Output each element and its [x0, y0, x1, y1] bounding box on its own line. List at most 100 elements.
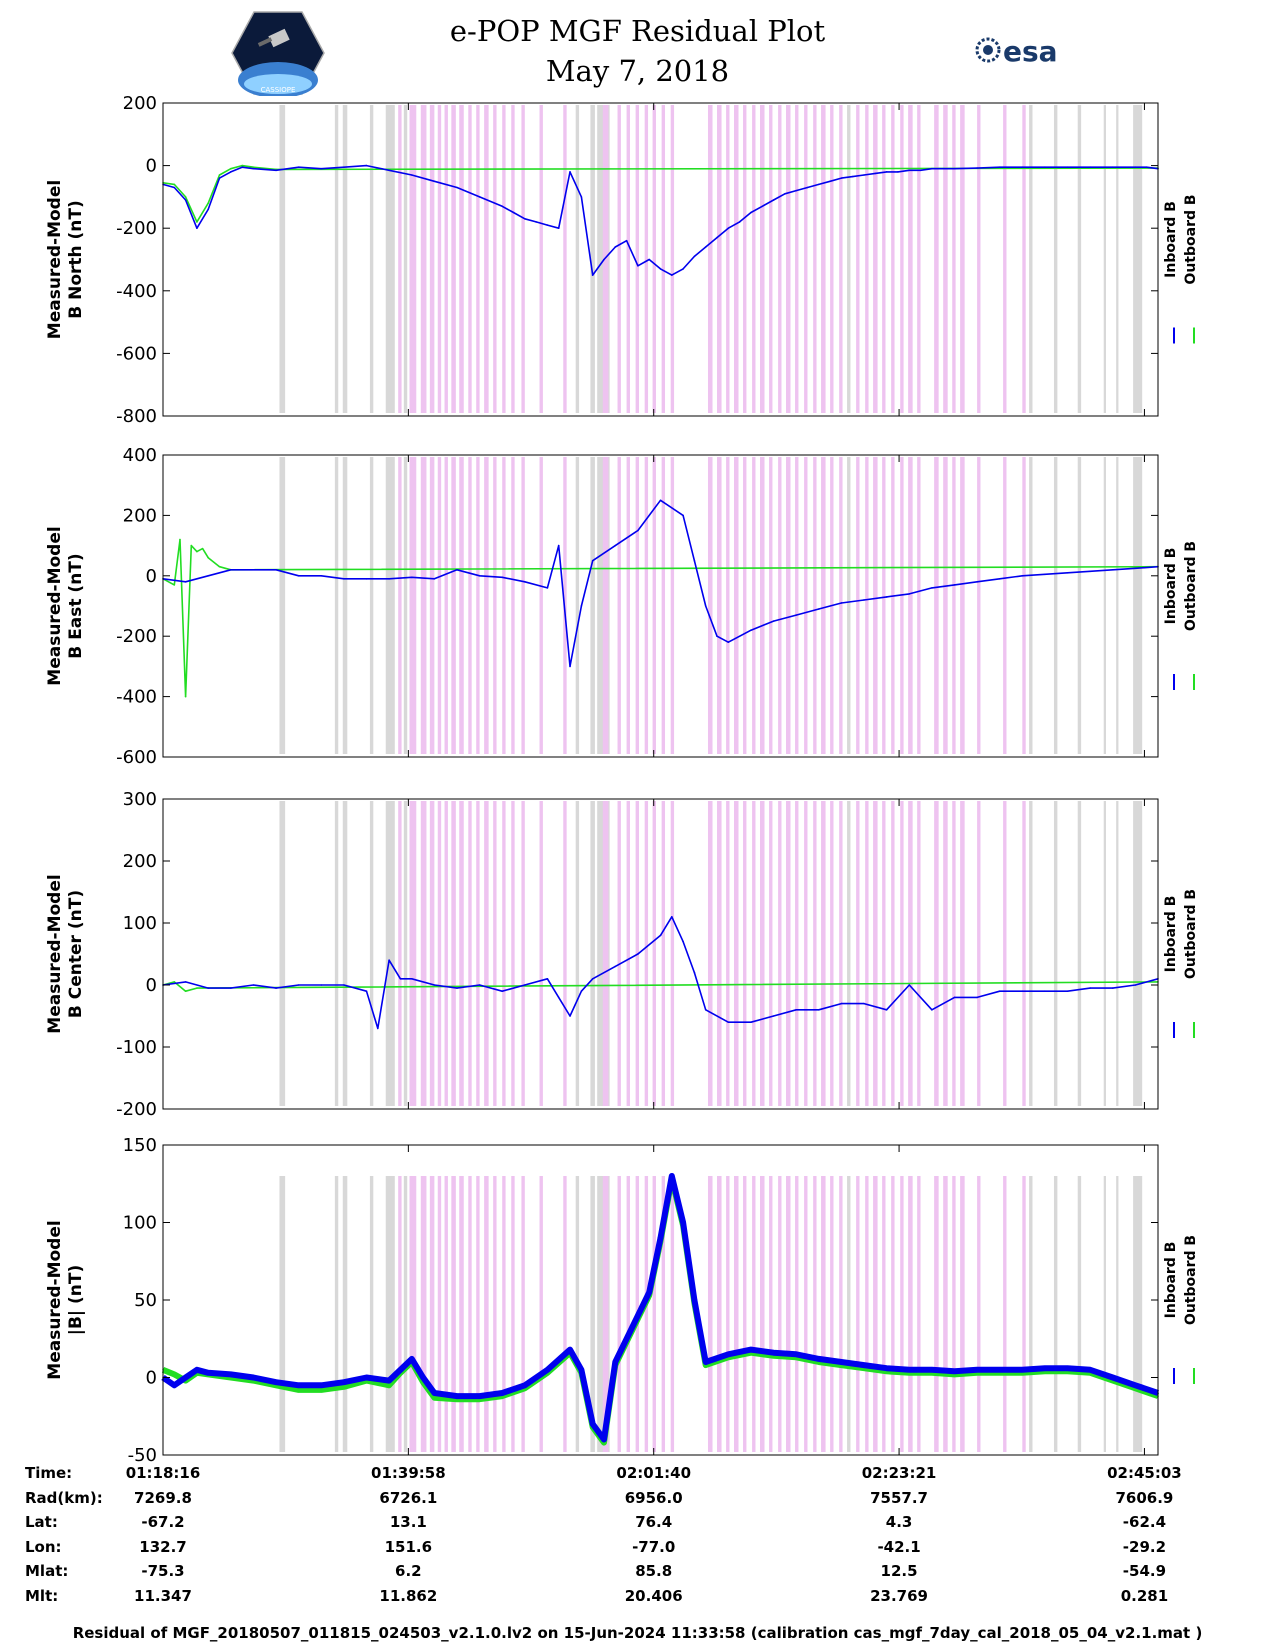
data-point-inboard	[524, 581, 526, 583]
data-point-outboard	[196, 221, 198, 223]
info-row-value: -62.4	[1122, 1513, 1167, 1531]
pink-flag-band	[795, 457, 799, 754]
gray-flag-band	[1077, 1176, 1082, 1452]
pink-flag-band	[652, 105, 656, 413]
gray-flag-band	[847, 801, 851, 1106]
data-point-inboard	[1111, 1376, 1114, 1379]
data-point-inboard	[953, 584, 956, 586]
pink-flag-band	[476, 801, 480, 1106]
gray-flag-band	[1077, 801, 1082, 1106]
pink-flag-band	[873, 1176, 878, 1452]
pink-flag-band	[795, 801, 799, 1106]
panel-4: 150 100 50 0 -50 Measured-Model|B| (nT) Inboar…	[45, 1135, 1199, 1466]
pink-flag-band	[459, 1176, 464, 1452]
pink-flag-band	[652, 801, 656, 1106]
data-point-inboard	[546, 1368, 549, 1371]
data-point-inboard	[942, 167, 944, 170]
gray-flag-band	[334, 105, 339, 413]
pink-flag-band	[865, 457, 869, 754]
data-point-inboard	[557, 227, 560, 229]
y-tick-label: 200	[123, 505, 157, 526]
pink-flag-band	[398, 801, 402, 1106]
pink-flag-band	[865, 1176, 869, 1452]
data-point-inboard	[524, 1384, 526, 1387]
data-point-inboard	[727, 1021, 730, 1023]
pink-flag-band	[813, 1176, 817, 1452]
data-point-inboard	[1111, 987, 1114, 989]
pink-flag-band	[760, 1176, 765, 1452]
y-tick-label: 50	[134, 1290, 157, 1311]
pink-flag-band	[943, 105, 948, 413]
pink-flag-band	[563, 1176, 567, 1452]
legend: Inboard B Outboard B	[1163, 1235, 1199, 1384]
pink-flag-band	[444, 801, 448, 1106]
data-point-outboard	[343, 1386, 345, 1388]
data-point-inboard	[648, 1291, 650, 1294]
info-row-value: -67.2	[141, 1513, 185, 1531]
data-point-inboard	[840, 177, 843, 179]
info-row-value: 7606.9	[1115, 1488, 1174, 1507]
pink-flag-band	[468, 1176, 472, 1452]
pink-flag-band	[856, 1176, 860, 1452]
pink-flag-band	[661, 801, 666, 1106]
pink-flag-band	[539, 105, 543, 413]
pink-flag-band	[795, 105, 799, 413]
pink-flag-band	[752, 1176, 756, 1452]
data-point-inboard	[795, 1353, 797, 1356]
data-point-inboard	[230, 987, 232, 989]
data-point-inboard	[1111, 166, 1114, 168]
data-point-outboard	[173, 584, 176, 586]
data-point-inboard	[750, 629, 752, 631]
pink-flag-band	[437, 457, 442, 754]
gray-flag-band	[279, 457, 286, 754]
data-point-inboard	[591, 559, 594, 562]
y-tick-label: -200	[116, 218, 157, 239]
legend: Inboard B Outboard B	[1163, 194, 1199, 344]
pink-flag-band	[960, 105, 965, 413]
pink-flag-band	[468, 801, 472, 1106]
data-point-inboard	[953, 167, 956, 170]
pink-flag-band	[873, 457, 878, 754]
chart-title: e-POP MGF Residual Plot	[449, 14, 826, 48]
data-point-outboard	[320, 1389, 323, 1391]
gray-flag-band	[1103, 1176, 1106, 1452]
data-point-inboard	[851, 175, 854, 178]
data-point-inboard	[885, 1009, 888, 1011]
y-axis-label-line2: B East (nT)	[66, 553, 86, 658]
pink-flag-band	[1022, 105, 1026, 413]
info-row-value: -75.3	[141, 1562, 185, 1580]
data-point-inboard	[919, 169, 922, 172]
y-tick-label: 300	[123, 789, 157, 810]
gray-flag-band	[342, 457, 348, 754]
pink-flag-band	[617, 105, 621, 413]
gray-flag-band	[1133, 105, 1143, 413]
info-row-value: 85.8	[635, 1562, 673, 1580]
y-axis-label-line1: Measured-Model	[45, 1220, 65, 1379]
data-point-inboard	[320, 575, 323, 577]
data-point-inboard	[1134, 567, 1137, 570]
pink-flag-band	[429, 1176, 435, 1452]
pink-flag-band	[521, 457, 525, 754]
data-point-inboard	[252, 984, 255, 986]
y-axis-label-line1: Measured-Model	[45, 526, 65, 685]
info-row: Lon: 132.7 151.6 -77.0 -42.1 -29.2	[0, 1538, 1275, 1562]
data-point-inboard	[693, 559, 696, 562]
data-point-inboard	[931, 1009, 933, 1011]
data-point-inboard	[173, 186, 176, 189]
pink-flag-band	[409, 457, 417, 754]
pink-flag-band	[420, 1176, 427, 1452]
pink-flag-band	[670, 1176, 675, 1452]
pink-flag-band	[707, 457, 713, 754]
data-point-inboard	[230, 568, 232, 571]
pink-flag-band	[960, 1176, 965, 1452]
pink-flag-band	[752, 801, 756, 1106]
data-point-inboard	[761, 205, 764, 208]
data-point-inboard	[1066, 571, 1069, 574]
data-point-inboard	[591, 274, 594, 276]
data-point-inboard	[976, 996, 978, 999]
pink-flag-band	[786, 1176, 791, 1452]
data-point-outboard	[252, 166, 255, 168]
legend-outboard-label: Outboard B	[1183, 1235, 1199, 1325]
pink-flag-band	[484, 801, 489, 1106]
data-point-inboard	[343, 166, 345, 168]
